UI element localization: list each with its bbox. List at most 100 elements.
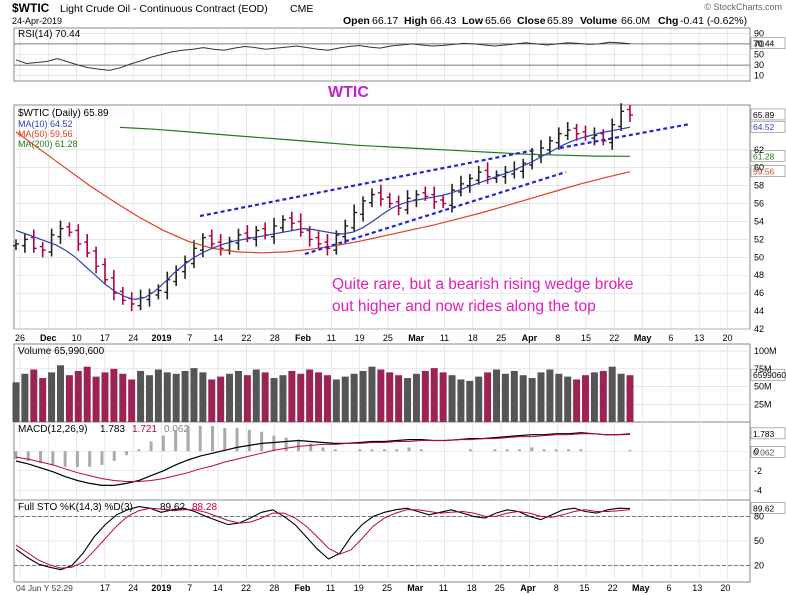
volume-bar xyxy=(119,373,127,422)
volume-bar xyxy=(608,366,616,422)
price-last-tag: 65.89 xyxy=(750,108,786,121)
open-label: Open xyxy=(343,15,370,27)
sto-last-tag-text: 89.62 xyxy=(753,504,775,514)
volume-panel-title: Volume 65,990,600 xyxy=(18,346,105,357)
price-axis-tick: 48 xyxy=(754,270,764,280)
x-axis-label: 2019 xyxy=(151,333,171,343)
bottom-x-axis-label: 25 xyxy=(495,583,505,593)
price-bar xyxy=(386,192,393,209)
x-axis-label: 24 xyxy=(128,333,138,343)
x-axis-label: 11 xyxy=(327,333,336,343)
volume-bar xyxy=(21,373,29,422)
note-line-2: out higher and now rides along the top xyxy=(332,298,596,315)
rsi-last-tag-box xyxy=(750,37,786,49)
x-axis-label: 10 xyxy=(72,333,82,343)
volume-bar xyxy=(154,369,162,422)
bottom-x-axis-label: 7 xyxy=(187,583,192,593)
volume-bar xyxy=(412,373,420,422)
x-axis-label: 18 xyxy=(468,333,478,343)
price-bar xyxy=(48,228,55,257)
volume-bar xyxy=(208,379,216,422)
volume-bar xyxy=(555,373,563,422)
price-bar xyxy=(155,284,162,300)
price-bar xyxy=(609,118,616,150)
price-bar xyxy=(475,165,482,185)
macd-axis-tick: -4 xyxy=(754,485,762,495)
x-axis-label: 25 xyxy=(496,333,506,343)
price-bar xyxy=(368,188,375,208)
price-bar xyxy=(618,103,625,131)
symbol-label: $WTIC xyxy=(12,1,50,15)
price-axis-tick: 62 xyxy=(754,145,764,155)
low-value: 65.66 xyxy=(485,15,511,27)
volume-bar xyxy=(493,369,501,422)
sto-last-tag-box xyxy=(750,502,786,514)
price-bar xyxy=(520,158,527,179)
volume-bar xyxy=(332,379,340,422)
x-axis-label: 28 xyxy=(270,333,280,343)
volume-bar xyxy=(56,365,64,422)
bottom-x-axis-label: 11 xyxy=(326,583,335,593)
price-last-tag-text: 65.89 xyxy=(753,110,775,120)
price-bar xyxy=(39,242,46,258)
volume-bar xyxy=(546,369,554,422)
bottom-x-axis-label: 20 xyxy=(720,583,730,593)
sto-d-value: 88.28 xyxy=(192,502,217,513)
bottom-x-axis-label: 28 xyxy=(269,583,279,593)
close-value: 65.89 xyxy=(547,15,573,27)
price-bar xyxy=(555,127,562,150)
price-bar xyxy=(333,230,340,255)
bottom-x-axis-label: 18 xyxy=(467,583,477,593)
price-axis-tick: 54 xyxy=(754,216,764,226)
macd-hist-last-tag-box xyxy=(750,446,786,458)
volume-bar xyxy=(270,378,278,422)
upper-trendline xyxy=(199,148,536,218)
legend-ma10: MA(10) 64.52 xyxy=(18,119,73,129)
sto-d-line xyxy=(15,507,631,569)
volume-bar xyxy=(430,368,438,422)
x-axis-label: 11 xyxy=(440,333,449,343)
x-axis-label: 15 xyxy=(581,333,591,343)
volume-bar xyxy=(395,375,403,422)
sto-last-tag: 89.62 xyxy=(750,502,786,514)
volume-bar xyxy=(484,372,492,422)
volume-bar xyxy=(617,373,625,422)
macd-hist-last-tag-text: 0.062 xyxy=(753,447,775,457)
x-axis-label: 17 xyxy=(100,333,110,343)
x-axis-label: 19 xyxy=(355,333,365,343)
price-axis-tick: 52 xyxy=(754,234,764,244)
x-axis-label: 22 xyxy=(609,333,619,343)
rsi-last-tag: 70.44 xyxy=(750,37,786,49)
price-bar xyxy=(431,186,438,209)
change-value: -0.41 (-0.62%) xyxy=(680,15,747,27)
bottom-x-axis-label: 8 xyxy=(554,583,559,593)
sto-axis-tick: 20 xyxy=(754,561,764,571)
legend-ma50: MA(50) 59.56 xyxy=(18,129,73,139)
sto-axis-tick: 50 xyxy=(754,536,764,546)
price-bar xyxy=(591,127,598,146)
lower-trendline xyxy=(304,170,567,256)
price-bar xyxy=(84,234,91,258)
volume-bar xyxy=(528,378,536,422)
volume-value: 66.0M xyxy=(621,15,650,27)
price-bar xyxy=(190,240,197,269)
price-axis-tick: 50 xyxy=(754,252,764,262)
low-label: Low xyxy=(462,15,484,27)
exchange-label: CME xyxy=(290,3,313,15)
sto-axis-tick: 80 xyxy=(754,511,764,521)
ma10-line xyxy=(15,126,631,301)
bottom-x-axis-label: 19 xyxy=(354,583,364,593)
volume-bar xyxy=(199,372,207,422)
volume-bar xyxy=(101,372,109,422)
volume-panel: 65990600 xyxy=(12,365,786,422)
volume-bar xyxy=(172,373,180,422)
price-bar xyxy=(208,229,215,249)
bottom-x-axis-label: 22 xyxy=(241,583,251,593)
sto-k-value: 89.62 xyxy=(160,502,185,513)
x-axis-label: Apr xyxy=(522,333,538,343)
ma10-last-tag: 64.52 xyxy=(750,120,786,133)
x-axis-label: 6 xyxy=(668,333,673,343)
y-axis-labels: 90705030106260585654525048464442100M75M5… xyxy=(754,28,777,570)
volume-bar xyxy=(368,366,376,422)
volume-bar xyxy=(252,369,260,422)
